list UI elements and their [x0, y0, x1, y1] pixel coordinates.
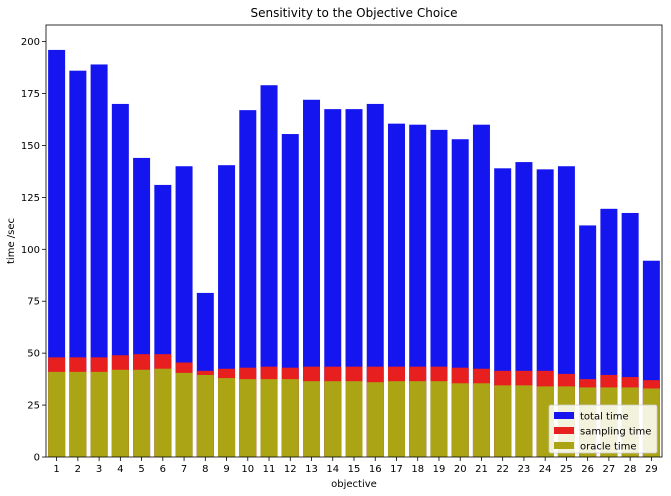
- oracle-time-bar-4: [111, 369, 129, 457]
- oracle-time-bar-11: [260, 379, 278, 457]
- x-tick-label-17: 17: [390, 464, 403, 475]
- oracle-time-bar-9: [218, 378, 236, 457]
- x-tick-label-3: 3: [96, 464, 102, 475]
- oracle-time-bar-17: [387, 381, 405, 457]
- y-tick-label-100: 100: [21, 245, 40, 256]
- legend-swatch-sampling-time: [554, 427, 574, 434]
- y-tick-label-25: 25: [27, 401, 40, 412]
- x-tick-label-20: 20: [454, 464, 467, 475]
- x-tick-label-2: 2: [75, 464, 81, 475]
- oracle-time-bar-10: [239, 379, 257, 457]
- x-tick-label-13: 13: [305, 464, 318, 475]
- legend-swatch-oracle-time: [554, 442, 574, 449]
- legend: total time sampling time oracle time: [548, 404, 658, 454]
- oracle-time-bar-1: [48, 371, 66, 457]
- x-tick-label-22: 22: [496, 464, 509, 475]
- x-tick-label-24: 24: [539, 464, 552, 475]
- legend-label-sampling-time: sampling time: [580, 427, 651, 438]
- oracle-time-bar-8: [196, 374, 214, 457]
- oracle-time-bar-13: [303, 381, 321, 457]
- oracle-time-bar-19: [430, 381, 448, 457]
- oracle-time-bar-18: [409, 381, 427, 457]
- oracle-time-bar-16: [366, 382, 384, 457]
- chart-title: Sensitivity to the Objective Choice: [250, 6, 457, 20]
- total-time-bar-11: [260, 85, 278, 457]
- oracle-time-bar-7: [175, 372, 193, 457]
- x-tick-label-8: 8: [202, 464, 208, 475]
- x-axis: 1 2 3 4 5 6 7 8 9 10 11 12 13 14 15 16 17 18 19 20 21 22 23 24 2…: [53, 457, 658, 475]
- x-tick-label-21: 21: [475, 464, 488, 475]
- x-tick-label-16: 16: [369, 464, 382, 475]
- oracle-time-bar-23: [515, 385, 533, 457]
- y-tick-label-75: 75: [27, 297, 40, 308]
- x-tick-label-9: 9: [223, 464, 229, 475]
- oracle-time-bar-20: [451, 383, 469, 457]
- x-tick-label-27: 27: [603, 464, 616, 475]
- oracle-time-bar-3: [90, 371, 108, 457]
- x-tick-label-29: 29: [645, 464, 658, 475]
- x-tick-label-28: 28: [624, 464, 637, 475]
- y-tick-label-200: 200: [21, 37, 40, 48]
- x-tick-label-11: 11: [263, 464, 276, 475]
- oracle-time-bar-21: [472, 383, 490, 457]
- oracle-time-bar-22: [494, 385, 512, 457]
- legend-label-oracle-time: oracle time: [580, 442, 637, 453]
- x-tick-label-15: 15: [348, 464, 361, 475]
- x-tick-label-1: 1: [53, 464, 59, 475]
- oracle-time-bar-12: [281, 379, 299, 457]
- total-time-bar-1: [48, 49, 66, 458]
- x-tick-label-25: 25: [560, 464, 573, 475]
- y-tick-label-50: 50: [27, 349, 40, 360]
- x-tick-label-26: 26: [581, 464, 594, 475]
- x-tick-label-4: 4: [117, 464, 123, 475]
- legend-box: [548, 404, 658, 454]
- y-tick-label-150: 150: [21, 141, 40, 152]
- plot-frame: [45, 24, 663, 458]
- x-tick-label-14: 14: [326, 464, 339, 475]
- legend-label-total-time: total time: [580, 412, 629, 423]
- bars-group: [48, 49, 660, 458]
- x-tick-label-19: 19: [433, 464, 446, 475]
- y-tick-label-125: 125: [21, 193, 40, 204]
- x-tick-label-7: 7: [181, 464, 187, 475]
- y-axis: 0 25 50 75 100 125 150 175 200: [21, 37, 46, 464]
- oracle-time-bar-2: [69, 371, 87, 457]
- y-tick-label-175: 175: [21, 89, 40, 100]
- oracle-time-bar-6: [154, 368, 172, 457]
- x-tick-label-23: 23: [518, 464, 531, 475]
- x-axis-label: objective: [331, 479, 377, 490]
- x-tick-label-18: 18: [411, 464, 424, 475]
- x-tick-label-10: 10: [241, 464, 254, 475]
- y-tick-label-0: 0: [34, 453, 40, 464]
- y-axis-label: time /sec: [6, 218, 17, 264]
- oracle-time-bar-15: [345, 381, 363, 457]
- oracle-time-bar-5: [133, 369, 151, 457]
- x-tick-label-6: 6: [160, 464, 166, 475]
- oracle-time-bar-14: [324, 381, 342, 457]
- x-tick-label-12: 12: [284, 464, 297, 475]
- x-tick-label-5: 5: [138, 464, 144, 475]
- legend-swatch-total-time: [554, 412, 574, 419]
